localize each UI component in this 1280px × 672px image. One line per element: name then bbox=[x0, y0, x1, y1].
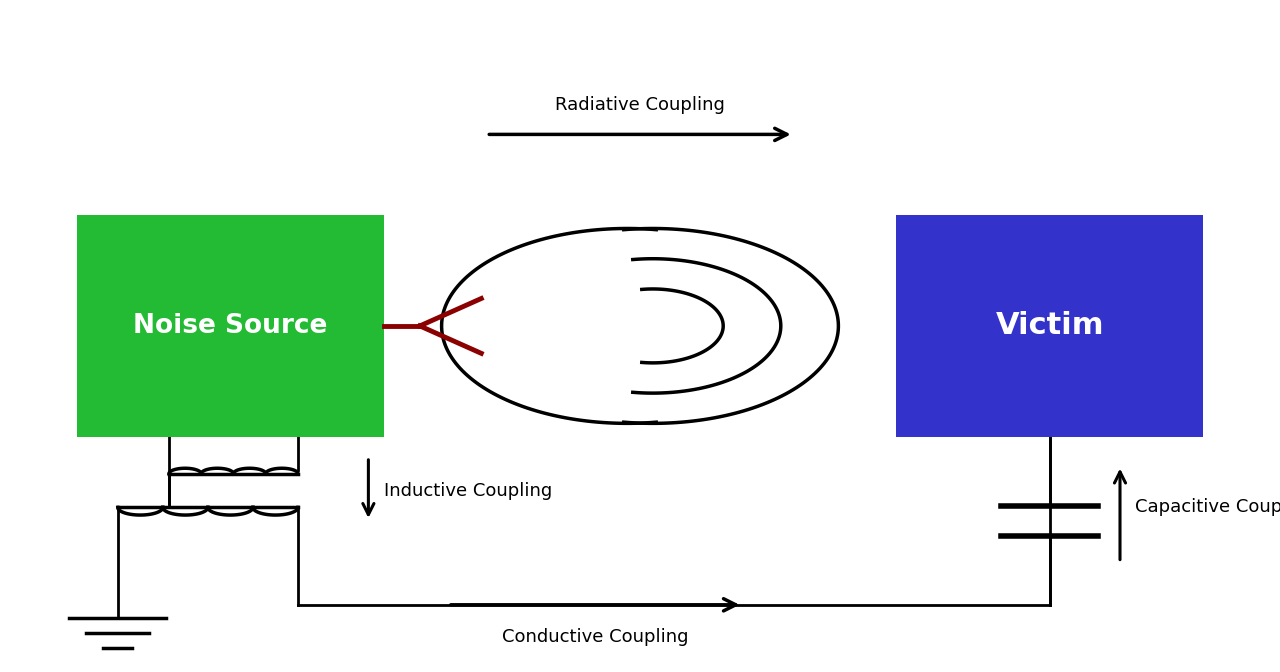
Text: Victim: Victim bbox=[996, 311, 1103, 341]
Text: Conductive Coupling: Conductive Coupling bbox=[502, 628, 689, 646]
Text: Noise Source: Noise Source bbox=[133, 313, 328, 339]
Bar bbox=[77, 215, 384, 437]
Text: Inductive Coupling: Inductive Coupling bbox=[384, 482, 552, 499]
Text: Capacitive Coupling: Capacitive Coupling bbox=[1135, 499, 1280, 516]
Text: Radiative Coupling: Radiative Coupling bbox=[556, 96, 724, 114]
Bar bbox=[896, 215, 1203, 437]
